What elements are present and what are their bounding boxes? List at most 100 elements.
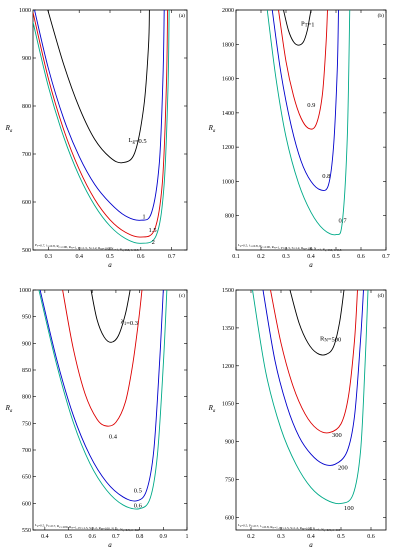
series-line-4 [33,10,170,244]
plot-frame [235,9,387,251]
y-tick-label: 600 [22,200,31,206]
y-tick-label: 1500 [222,288,234,294]
series-line-3 [262,290,364,466]
x-tick-label: 0.3 [282,254,290,260]
y-tick-label: 1800 [222,42,234,48]
series-annotation: 2 [152,239,155,246]
y-tick-label: 700 [22,152,31,158]
series-line-2 [270,290,358,434]
x-tick-label: 1 [186,534,189,540]
x-axis-label: a [309,541,313,549]
y-tick-label: 1050 [222,402,234,408]
x-axis-label: a [108,261,112,269]
x-tick-label: 0.6 [88,534,96,540]
series-line-1 [90,290,131,343]
series-line-1 [283,10,312,46]
y-axis-label: Ra [5,404,13,414]
y-tick-label: 900 [225,440,234,446]
chart-panel-b: 0.1 0.2 0.3 0.4 0.5 0.6 0.7 800 1000 1200 1400 1600… [208,8,390,269]
y-tick-label: 950 [22,315,31,321]
y-tick-label: 800 [22,104,31,110]
x-tick-label: 0.6 [357,254,365,260]
x-tick-label: 0.9 [160,534,168,540]
y-tick-label: 700 [22,448,31,454]
x-tick-label: 0.4 [307,534,315,540]
x-tick-label: 0.1 [232,254,240,260]
series-line-2 [34,10,165,221]
y-tick-label: 750 [22,421,31,427]
y-tick-label: 1200 [222,364,234,370]
parameter-caption: PT=0.7, λ1=0.8, RC=100, RN=1, pT=1.5, S=… [35,243,139,253]
y-axis-label: Ra [208,124,216,134]
panel-label: (c) [179,292,185,299]
series-annotation: 1 [142,213,145,220]
y-tick-label: 900 [22,341,31,347]
x-tick-label: 0.4 [307,254,315,260]
y-tick-label: 550 [22,528,31,534]
series-line-3 [39,290,164,502]
series-line-2 [278,10,328,130]
parameter-caption: Lg=0.5, PT=0.7, λ1=0.8, RN=1, pT=1.5, S=… [238,523,340,533]
plot-frame [235,289,387,531]
series-annotation: PT=1 [301,20,315,28]
y-tick-label: 1600 [222,77,234,83]
y-tick-label: 1200 [222,145,234,151]
x-axis-label: a [108,541,112,549]
x-tick-label: 0.6 [137,254,145,260]
series-annotation: 100 [344,505,354,512]
x-tick-label: 0.2 [247,534,255,540]
x-tick-label: 0.5 [65,534,73,540]
x-axis-label: a [309,261,313,269]
x-tick-label: 0.4 [75,254,83,260]
x-tick-label: 0.5 [332,254,340,260]
series-line-4 [252,290,369,505]
y-tick-label: 800 [22,395,31,401]
series-annotation: 0.4 [109,433,118,440]
plot-frame [32,289,188,531]
y-tick-label: 1400 [222,111,234,117]
x-tick-label: 0.7 [112,534,120,540]
series-line-3 [271,10,339,191]
y-tick-label: 1000 [19,8,31,14]
y-tick-label: 2000 [222,8,234,14]
x-tick-label: 0.7 [382,254,390,260]
y-tick-label: 600 [22,501,31,507]
series-line-4 [266,10,351,236]
panel-label: (a) [179,12,185,19]
series-line-2 [62,290,143,427]
y-tick-label: 650 [22,475,31,481]
series-annotation: 1.5 [149,227,157,234]
series-annotation: Lg=0.5 [128,137,146,145]
series-annotation: RN=500 [320,336,341,344]
x-tick-label: 0.2 [257,254,265,260]
series-line-4 [38,290,168,510]
panel-label: (b) [378,12,385,19]
series-annotation: λ1=0.3 [121,319,138,327]
x-tick-label: 0.5 [106,254,114,260]
series-annotation: 0.5 [134,488,142,495]
y-tick-label: 800 [225,214,234,220]
parameter-caption: Lg=0.5, PT=0.7, RC=100, RN=1, pT=1.5, S=… [35,523,139,533]
x-tick-label: 0.3 [45,254,53,260]
y-tick-label: 1000 [222,179,234,185]
chart-panel-c: 0.4 0.5 0.6 0.7 0.8 0.9 1 550 600 650 700 750 800 850… [5,288,189,549]
series-annotation: 0.9 [307,102,315,109]
y-tick-label: 500 [22,248,31,254]
x-tick-label: 0.6 [367,534,375,540]
x-tick-label: 0.5 [337,534,345,540]
chart-panel-d: 0.2 0.3 0.4 0.5 0.6 600 750 900 1050 1200 1350 1500… [208,288,387,549]
y-tick-label: 900 [22,56,31,62]
parameter-caption: Lg=0.5, λ1=0.8, RC=100, RN=1, pT=1.5, S=… [238,243,342,253]
series-annotation: 200 [338,464,348,471]
x-tick-label: 0.4 [41,534,49,540]
y-tick-label: 600 [225,515,234,521]
y-tick-label: 850 [22,368,31,374]
x-tick-label: 0.8 [136,534,144,540]
y-tick-label: 1350 [222,326,234,332]
y-axis-label: Ra [208,404,216,414]
y-axis-label: Ra [5,124,13,134]
series-annotation: 0.7 [339,218,348,225]
y-tick-label: 750 [225,477,234,483]
x-tick-label: 0.3 [277,534,285,540]
